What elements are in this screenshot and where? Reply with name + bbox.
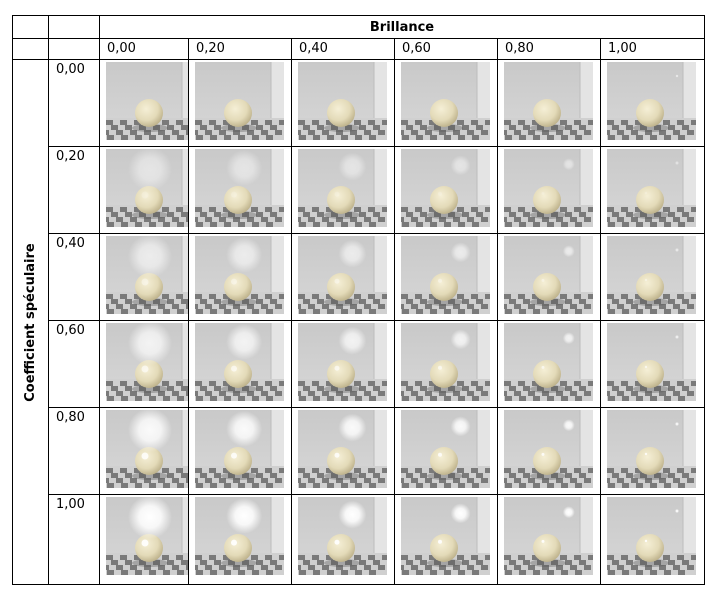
render-cell — [600, 407, 705, 495]
render-cell — [600, 59, 705, 147]
corner-cell — [48, 38, 100, 60]
render-thumbnail — [401, 236, 490, 314]
render-cell — [291, 59, 395, 147]
render-thumbnail — [504, 236, 593, 314]
render-thumbnail — [195, 149, 284, 227]
render-thumbnail — [106, 149, 188, 227]
render-thumbnail — [106, 323, 188, 401]
render-thumbnail — [607, 149, 696, 227]
render-thumbnail — [106, 410, 188, 488]
column-title: Brillance — [99, 15, 705, 39]
render-thumbnail — [298, 236, 387, 314]
render-thumbnail — [298, 149, 387, 227]
corner-cell — [12, 15, 49, 39]
render-cell — [188, 233, 292, 321]
row-label: 0,00 — [48, 59, 100, 147]
render-cell — [188, 59, 292, 147]
render-thumbnail — [106, 497, 188, 575]
render-thumbnail — [504, 410, 593, 488]
render-thumbnail — [195, 62, 284, 140]
row-title-label: Coefficient spéculaire — [23, 242, 38, 402]
render-cell — [497, 146, 601, 234]
corner-cell — [48, 15, 100, 39]
column-header: 1,00 — [600, 38, 705, 60]
column-header: 0,20 — [188, 38, 292, 60]
render-thumbnail — [401, 410, 490, 488]
column-header: 0,60 — [394, 38, 498, 60]
render-cell — [394, 146, 498, 234]
render-cell — [99, 146, 189, 234]
row-title: Coefficient spéculaire — [12, 59, 49, 585]
render-thumbnail — [607, 497, 696, 575]
render-cell — [600, 233, 705, 321]
row-label: 0,80 — [48, 407, 100, 495]
render-thumbnail — [504, 149, 593, 227]
row-label: 0,40 — [48, 233, 100, 321]
render-cell — [497, 59, 601, 147]
row-label: 0,60 — [48, 320, 100, 408]
render-cell — [600, 320, 705, 408]
specular-shininess-table: Brillance 0,00 0,20 0,40 0,60 0,80 1,00 Coeffic… — [12, 15, 705, 585]
corner-cell — [12, 38, 49, 60]
render-cell — [99, 407, 189, 495]
render-cell — [188, 146, 292, 234]
render-thumbnail — [195, 410, 284, 488]
render-thumbnail — [298, 410, 387, 488]
render-thumbnail — [401, 62, 490, 140]
render-cell — [600, 146, 705, 234]
render-cell — [188, 407, 292, 495]
render-thumbnail — [401, 497, 490, 575]
render-thumbnail — [106, 62, 188, 140]
render-thumbnail — [195, 323, 284, 401]
render-cell — [291, 494, 395, 585]
render-thumbnail — [504, 497, 593, 575]
render-thumbnail — [195, 236, 284, 314]
render-cell — [497, 407, 601, 495]
render-thumbnail — [607, 236, 696, 314]
row-label: 1,00 — [48, 494, 100, 585]
render-thumbnail — [298, 323, 387, 401]
render-thumbnail — [607, 62, 696, 140]
render-cell — [497, 320, 601, 408]
render-cell — [188, 320, 292, 408]
render-thumbnail — [607, 323, 696, 401]
render-thumbnail — [504, 62, 593, 140]
render-cell — [99, 320, 189, 408]
render-cell — [99, 59, 189, 147]
render-thumbnail — [298, 62, 387, 140]
render-cell — [99, 233, 189, 321]
render-thumbnail — [607, 410, 696, 488]
row-label: 0,20 — [48, 146, 100, 234]
render-cell — [291, 146, 395, 234]
render-cell — [497, 233, 601, 321]
render-cell — [600, 494, 705, 585]
render-thumbnail — [401, 323, 490, 401]
render-thumbnail — [401, 149, 490, 227]
column-header: 0,80 — [497, 38, 601, 60]
render-thumbnail — [106, 236, 188, 314]
column-header: 0,00 — [99, 38, 189, 60]
render-cell — [394, 59, 498, 147]
render-cell — [394, 233, 498, 321]
render-cell — [394, 320, 498, 408]
render-cell — [291, 233, 395, 321]
render-cell — [99, 494, 189, 585]
render-cell — [394, 494, 498, 585]
render-cell — [291, 320, 395, 408]
render-cell — [497, 494, 601, 585]
render-thumbnail — [298, 497, 387, 575]
render-cell — [188, 494, 292, 585]
render-thumbnail — [504, 323, 593, 401]
render-cell — [394, 407, 498, 495]
render-thumbnail — [195, 497, 284, 575]
render-cell — [291, 407, 395, 495]
column-header: 0,40 — [291, 38, 395, 60]
